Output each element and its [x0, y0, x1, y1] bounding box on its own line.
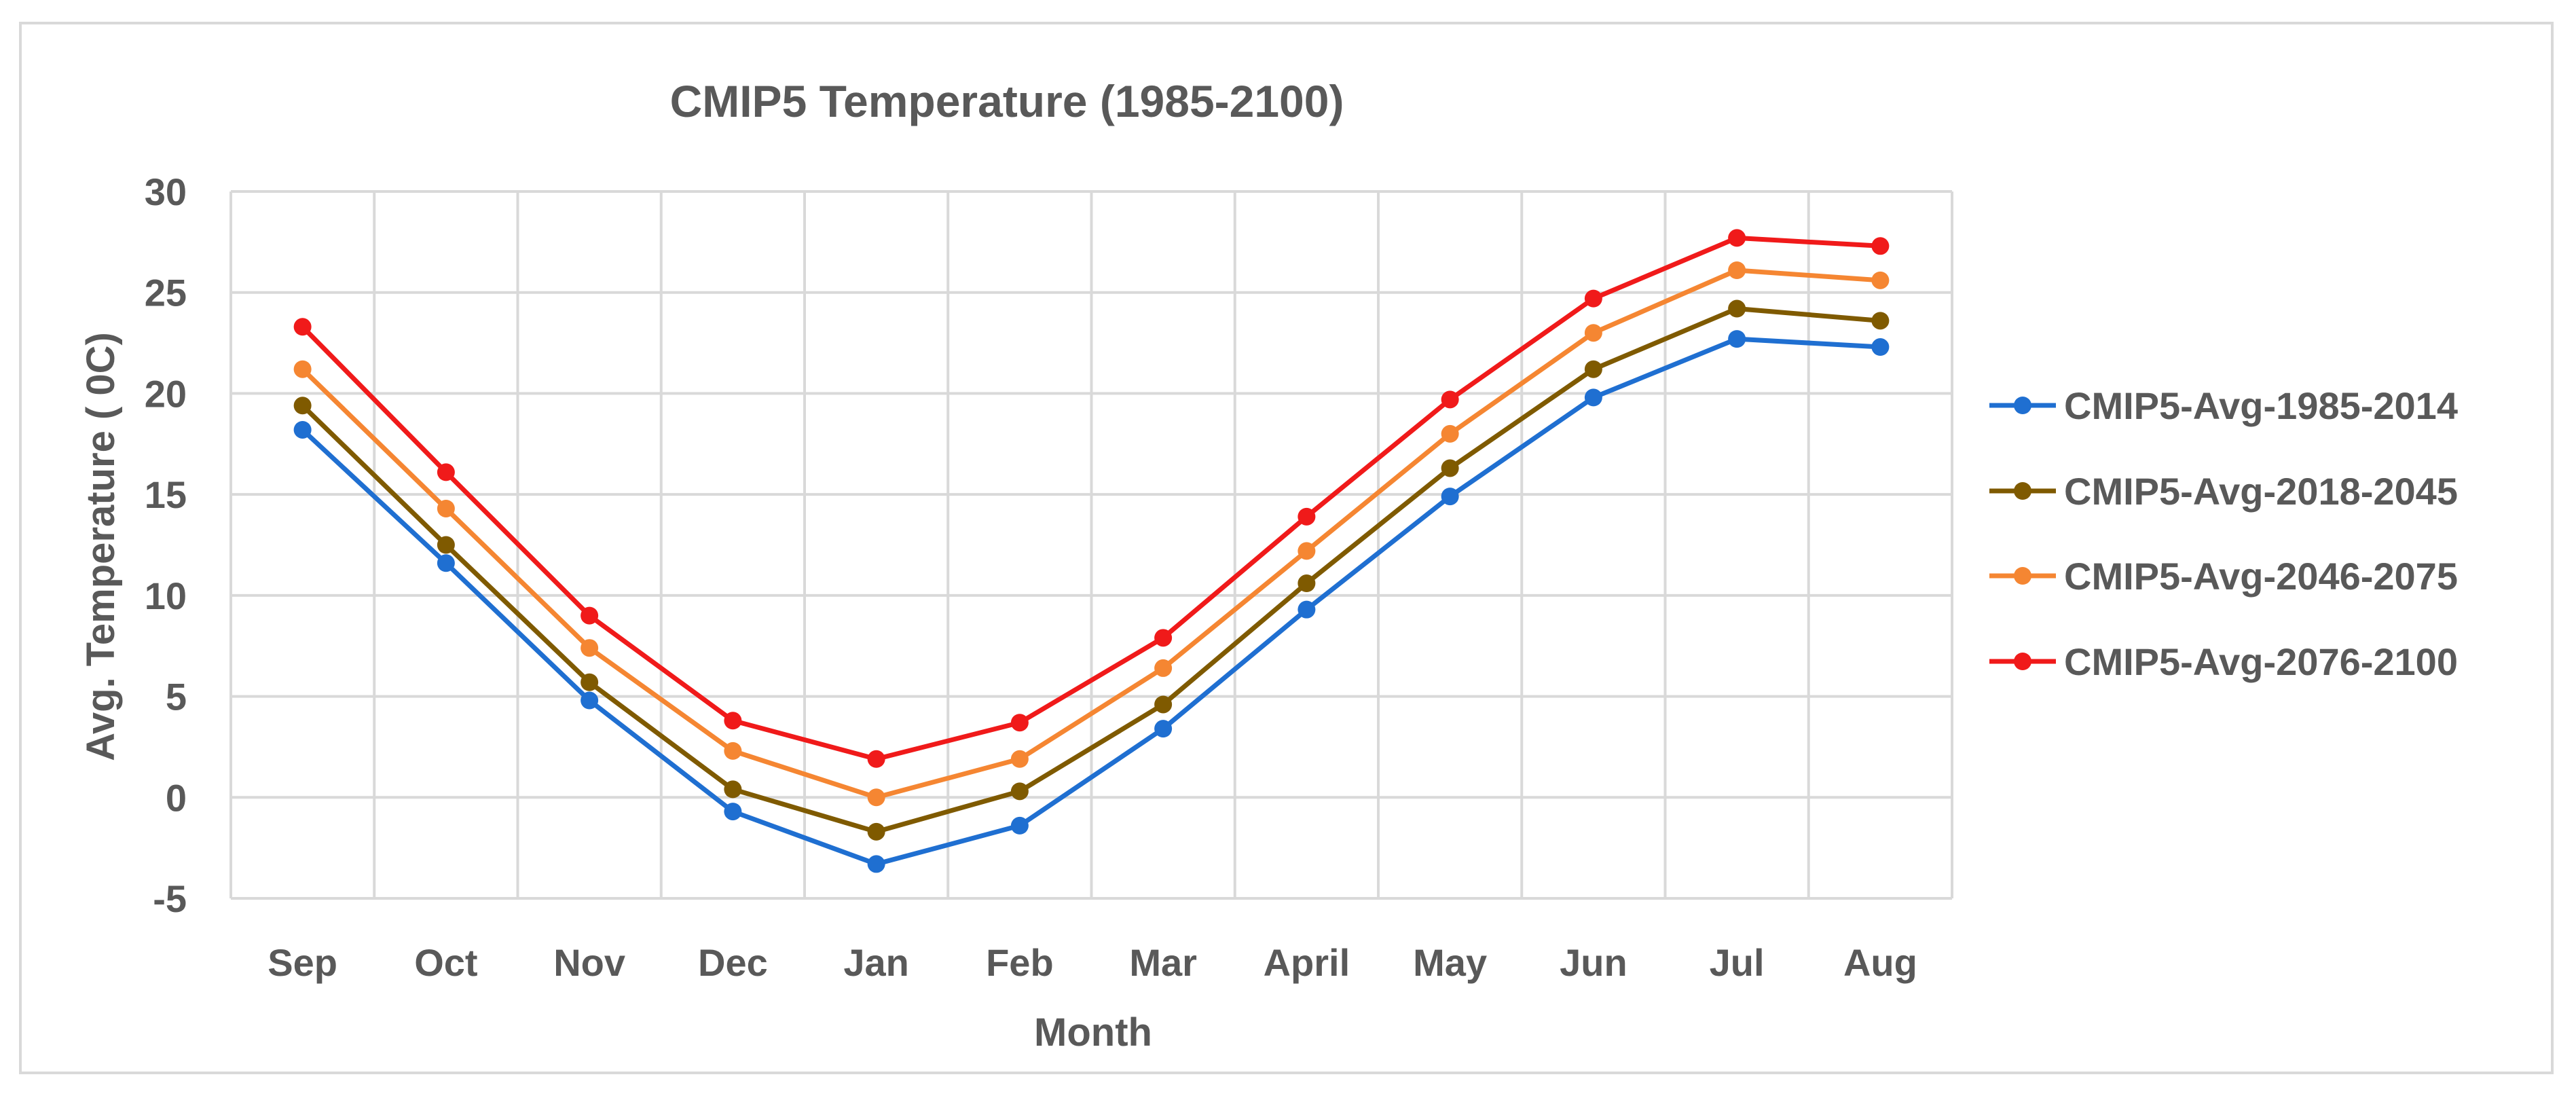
data-point [437, 536, 455, 554]
y-tick-label: 10 [145, 574, 187, 617]
series-3 [293, 261, 1890, 807]
data-point [1010, 816, 1029, 835]
series-layer [293, 229, 1890, 873]
data-point [293, 318, 312, 336]
data-point [867, 750, 885, 768]
data-point [1871, 271, 1890, 289]
data-point [1010, 714, 1029, 732]
series-2 [293, 299, 1890, 841]
data-point [867, 822, 885, 841]
x-tick-label: April [1264, 941, 1350, 984]
series-line [301, 235, 1881, 762]
series-line [301, 306, 1881, 835]
data-point [1728, 261, 1746, 279]
data-point [1441, 390, 1459, 409]
y-tick-label: -5 [153, 877, 187, 920]
y-tick-label: 20 [145, 372, 187, 415]
x-tick-label: Mar [1129, 941, 1197, 984]
data-point [581, 691, 599, 710]
data-point [293, 420, 312, 439]
data-point [293, 397, 312, 415]
data-point [437, 554, 455, 572]
legend: CMIP5-Avg-1985-2014 CMIP5-Avg-2018-2045 CM… [1989, 384, 2458, 683]
x-tick-label: Jan [843, 941, 909, 984]
data-point [867, 788, 885, 807]
data-point [1441, 459, 1459, 477]
data-point [1298, 542, 1316, 560]
legend-marker [2014, 482, 2031, 500]
x-tick-labels: Sep Oct Nov Dec Jan Feb Mar April May Jun Jul Aug [268, 941, 1917, 984]
series-line [301, 336, 1881, 866]
y-tick-label: 0 [166, 776, 187, 819]
y-tick-label: 15 [145, 473, 187, 516]
legend-label: CMIP5-Avg-2076-2100 [2064, 640, 2458, 683]
data-point [724, 780, 742, 799]
x-tick-label: Nov [553, 941, 625, 984]
data-point [1728, 330, 1746, 348]
legend-item: CMIP5-Avg-1985-2014 [1989, 384, 2458, 427]
data-point [1298, 574, 1316, 593]
legend-marker [2014, 567, 2031, 585]
x-tick-label: Jul [1710, 941, 1765, 984]
data-point [1584, 324, 1602, 342]
x-axis-title: Month [1034, 1010, 1152, 1055]
data-point [1584, 388, 1602, 407]
x-tick-label: Dec [698, 941, 768, 984]
x-tick-label: May [1413, 941, 1487, 984]
plot-area [229, 190, 1953, 900]
legend-item: CMIP5-Avg-2046-2075 [1989, 555, 2458, 598]
legend-item: CMIP5-Avg-2076-2100 [1989, 640, 2458, 683]
data-point [1584, 289, 1602, 308]
x-tick-label: Jun [1560, 941, 1627, 984]
series-1 [293, 330, 1890, 873]
x-tick-label: Oct [414, 941, 477, 984]
chart-title: CMIP5 Temperature (1985-2100) [670, 76, 1344, 126]
data-point [1728, 299, 1746, 318]
series-line [301, 268, 1881, 800]
legend-label: CMIP5-Avg-2018-2045 [2064, 470, 2458, 513]
y-tick-label: 5 [166, 676, 187, 718]
data-point [581, 606, 599, 625]
data-point [1298, 600, 1316, 619]
data-point [724, 712, 742, 730]
legend-label: CMIP5-Avg-2046-2075 [2064, 555, 2458, 598]
data-point [867, 855, 885, 873]
data-point [1728, 229, 1746, 247]
data-point [1154, 695, 1173, 714]
legend-item: CMIP5-Avg-2018-2045 [1989, 470, 2458, 513]
data-point [437, 463, 455, 481]
data-point [1441, 488, 1459, 506]
data-point [724, 742, 742, 760]
x-tick-label: Sep [268, 941, 337, 984]
legend-marker [2014, 653, 2031, 670]
legend-marker [2014, 397, 2031, 414]
grid-layer [229, 190, 1953, 900]
data-point [1871, 237, 1890, 255]
data-point [1298, 507, 1316, 526]
data-point [581, 673, 599, 691]
data-point [437, 499, 455, 517]
data-point [1010, 750, 1029, 768]
series-4 [293, 229, 1890, 768]
y-tick-label: 25 [145, 272, 187, 314]
data-point [1010, 782, 1029, 801]
data-point [1154, 720, 1173, 738]
data-point [293, 360, 312, 378]
y-tick-label: 30 [145, 170, 187, 213]
legend-label: CMIP5-Avg-1985-2014 [2064, 384, 2458, 427]
x-tick-label: Feb [986, 941, 1054, 984]
y-axis-title: Avg. Temperature ( 0C) [79, 332, 123, 761]
data-point [1154, 629, 1173, 647]
data-point [1871, 312, 1890, 330]
data-point [1441, 424, 1459, 443]
data-point [1871, 338, 1890, 356]
data-point [581, 639, 599, 657]
data-point [1584, 360, 1602, 378]
x-tick-label: Aug [1843, 941, 1917, 984]
y-tick-labels: 30 25 20 15 10 5 0 -5 [145, 170, 187, 920]
data-point [724, 803, 742, 821]
data-point [1154, 659, 1173, 677]
